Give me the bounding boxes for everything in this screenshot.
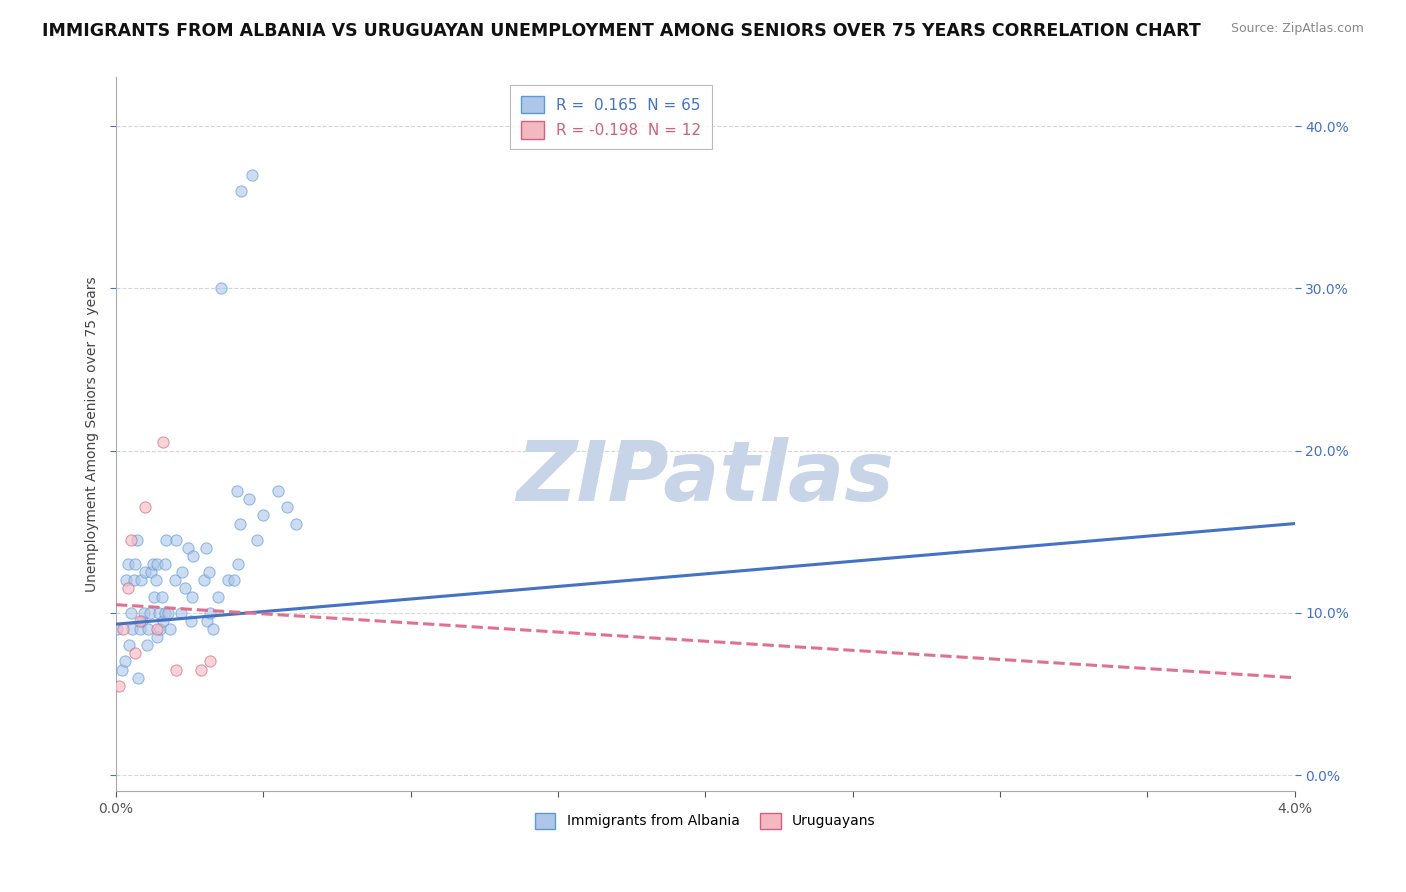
Point bbox=[142, 557, 165, 571]
Point bbox=[202, 622, 225, 636]
Point bbox=[207, 590, 229, 604]
Point bbox=[252, 508, 274, 523]
Point bbox=[134, 566, 156, 580]
Point bbox=[231, 184, 253, 198]
Text: IMMIGRANTS FROM ALBANIA VS URUGUAYAN UNEMPLOYMENT AMONG SENIORS OVER 75 YEARS CO: IMMIGRANTS FROM ALBANIA VS URUGUAYAN UNE… bbox=[42, 22, 1201, 40]
Y-axis label: Unemployment Among Seniors over 75 years: Unemployment Among Seniors over 75 years bbox=[86, 277, 100, 592]
Point bbox=[181, 590, 204, 604]
Point bbox=[174, 582, 197, 596]
Point bbox=[128, 622, 150, 636]
Point bbox=[190, 663, 212, 677]
Point bbox=[150, 590, 173, 604]
Point bbox=[125, 533, 148, 547]
Point bbox=[145, 574, 167, 588]
Point bbox=[225, 484, 247, 499]
Point bbox=[238, 492, 260, 507]
Point bbox=[120, 533, 142, 547]
Point bbox=[276, 500, 298, 515]
Point bbox=[127, 671, 149, 685]
Point bbox=[163, 574, 186, 588]
Point bbox=[152, 435, 174, 450]
Point bbox=[217, 574, 239, 588]
Point bbox=[115, 574, 138, 588]
Text: ZIPatlas: ZIPatlas bbox=[516, 437, 894, 517]
Point bbox=[240, 168, 263, 182]
Point bbox=[105, 622, 128, 636]
Point bbox=[246, 533, 269, 547]
Point bbox=[155, 533, 177, 547]
Point bbox=[117, 582, 139, 596]
Point bbox=[132, 606, 155, 620]
Point bbox=[141, 566, 163, 580]
Point bbox=[156, 606, 179, 620]
Point bbox=[139, 606, 162, 620]
Point bbox=[146, 622, 169, 636]
Point bbox=[193, 574, 215, 588]
Point bbox=[146, 630, 169, 644]
Point bbox=[209, 281, 232, 295]
Point bbox=[195, 614, 218, 628]
Point bbox=[177, 541, 200, 555]
Point bbox=[226, 557, 249, 571]
Point bbox=[124, 646, 146, 660]
Point bbox=[194, 541, 217, 555]
Point bbox=[284, 516, 307, 531]
Point bbox=[118, 638, 141, 652]
Point bbox=[228, 516, 250, 531]
Point bbox=[128, 614, 150, 628]
Point bbox=[138, 622, 160, 636]
Point bbox=[117, 557, 139, 571]
Point bbox=[200, 606, 222, 620]
Point bbox=[165, 533, 187, 547]
Point bbox=[152, 614, 174, 628]
Point bbox=[111, 663, 134, 677]
Point bbox=[134, 500, 156, 515]
Point bbox=[143, 590, 166, 604]
Point bbox=[148, 606, 170, 620]
Point bbox=[170, 606, 193, 620]
Point bbox=[131, 614, 153, 628]
Point bbox=[149, 622, 172, 636]
Point bbox=[222, 574, 245, 588]
Point bbox=[155, 557, 177, 571]
Point bbox=[114, 655, 136, 669]
Point bbox=[180, 614, 202, 628]
Point bbox=[200, 655, 222, 669]
Point bbox=[181, 549, 204, 563]
Point bbox=[108, 679, 131, 693]
Point bbox=[145, 557, 167, 571]
Point bbox=[267, 484, 290, 499]
Point bbox=[120, 606, 142, 620]
Point bbox=[129, 574, 152, 588]
Point bbox=[172, 566, 194, 580]
Point bbox=[135, 638, 157, 652]
Point bbox=[121, 622, 143, 636]
Point bbox=[124, 557, 146, 571]
Point bbox=[197, 566, 219, 580]
Point bbox=[112, 622, 135, 636]
Point bbox=[165, 663, 187, 677]
Legend: Immigrants from Albania, Uruguayans: Immigrants from Albania, Uruguayans bbox=[529, 807, 882, 834]
Point bbox=[159, 622, 181, 636]
Text: Source: ZipAtlas.com: Source: ZipAtlas.com bbox=[1230, 22, 1364, 36]
Point bbox=[153, 606, 176, 620]
Point bbox=[122, 574, 145, 588]
